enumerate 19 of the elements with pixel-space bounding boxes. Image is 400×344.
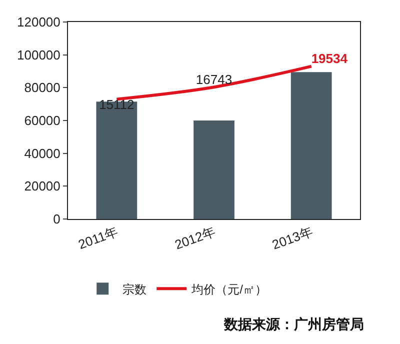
x-tick-label: 2012年 xyxy=(172,224,218,252)
bar xyxy=(290,72,332,219)
x-tick-label: 2011年 xyxy=(76,224,120,252)
legend-label: 均价（元/㎡） xyxy=(190,282,267,296)
bar xyxy=(96,102,138,219)
y-tick-label: 100000 xyxy=(17,47,60,62)
legend-label: 宗数 xyxy=(122,282,147,296)
source-note: 数据来源：广州房管局 xyxy=(223,316,364,333)
bar xyxy=(194,120,234,219)
y-tick-label: 0 xyxy=(53,212,60,227)
data-label: 19534 xyxy=(311,51,348,66)
y-tick-label: 20000 xyxy=(24,178,60,194)
data-label: 15112 xyxy=(99,96,134,112)
x-tick-label: 2013年 xyxy=(270,224,315,252)
y-tick-label: 40000 xyxy=(24,146,60,161)
y-tick-label: 60000 xyxy=(24,113,60,128)
data-label: 16743 xyxy=(196,72,232,87)
y-tick-label: 120000 xyxy=(17,14,60,30)
y-tick-label: 80000 xyxy=(24,80,60,96)
